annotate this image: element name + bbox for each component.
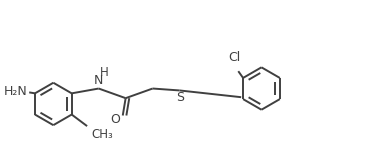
Text: CH₃: CH₃	[91, 128, 113, 141]
Text: O: O	[110, 113, 120, 126]
Text: H₂N: H₂N	[3, 85, 27, 98]
Text: S: S	[177, 91, 185, 104]
Text: N: N	[94, 74, 103, 87]
Text: Cl: Cl	[228, 51, 241, 64]
Text: H: H	[100, 66, 109, 79]
